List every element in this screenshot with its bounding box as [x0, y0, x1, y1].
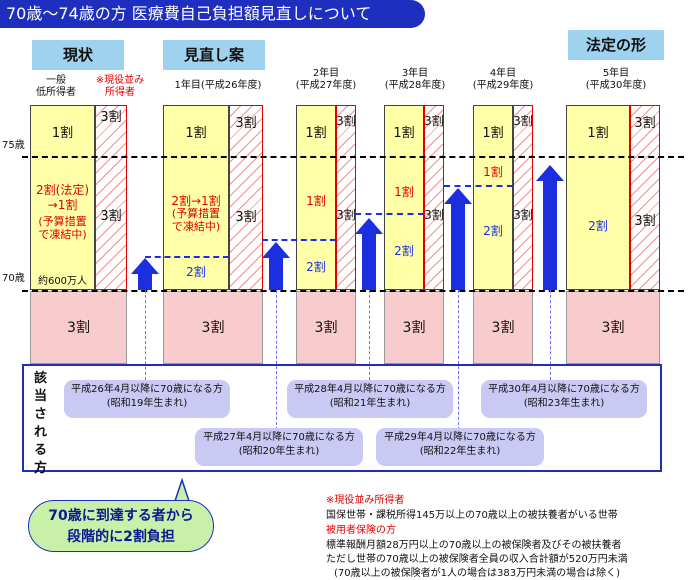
up-arrow-2	[262, 242, 290, 290]
threshold-line-2	[262, 239, 336, 241]
y3-new-rate: 2割	[394, 244, 414, 258]
y1-active-box	[229, 105, 263, 290]
eligible-bubble-1: 平成26年4月以降に70歳になる方 (昭和19年生まれ)	[64, 380, 230, 418]
year-label-2: 2年目 (平成27年度)	[295, 68, 357, 91]
y3-active-rate-mid: 3割	[424, 208, 444, 222]
current-under70-box: 3割	[30, 291, 127, 364]
y1-upper-rate: 1割	[185, 126, 207, 141]
eligible-bubble-4: 平成29年4月以降に70歳になる方 (昭和22年生まれ)	[376, 428, 544, 466]
year-label-4: 4年目 (平成29年度)	[472, 68, 534, 91]
y5-general-box	[566, 105, 630, 290]
y2-general-box	[296, 105, 336, 290]
y3-active-box	[424, 105, 444, 290]
up-arrow-4	[444, 188, 472, 290]
year-label-3: 3年目 (平成28年度)	[384, 68, 446, 91]
y3-general-box	[384, 105, 424, 290]
y1-active-rate-mid: 3割	[235, 210, 257, 225]
y5-active-box	[630, 105, 660, 290]
y3-mid-rate: 1割	[394, 185, 414, 199]
current-freeze-note: (予算措置 で凍結中)	[38, 215, 87, 241]
y4-upper-rate: 1割	[482, 126, 504, 141]
current-upper-rate: 1割	[51, 126, 74, 141]
y5-upper-rate: 1割	[587, 126, 609, 141]
y2-under70-box: 3割	[296, 291, 356, 364]
label-note: ※現役並み 所得者	[95, 75, 145, 98]
connector-5	[550, 290, 551, 380]
note-line-1: 国保世帯・課税所得145万以上の70歳以上の被扶養者がいる世帯	[326, 510, 618, 521]
up-arrow-3	[355, 218, 383, 290]
note-line-3: ただし世帯の70歳以上の被保険者全員の収入合計額が520万円未満	[326, 554, 628, 565]
y4-active-rate-mid: 3割	[513, 208, 533, 222]
page-title: 70歳〜74歳の方 医療費自己負担額見直しについて	[0, 0, 425, 28]
y2-new-rate: 2割	[306, 260, 326, 274]
current-mid-rate: 2割(法定) →1割	[36, 183, 89, 212]
connector-4	[458, 290, 459, 435]
y1-new-rate: 2割	[186, 265, 206, 279]
y3-upper-rate: 1割	[393, 126, 415, 141]
age-70-label: 70歳	[2, 273, 25, 284]
note-line-2: 標準報酬月額28万円以上の70歳以上の被保険者及びその被扶養者	[326, 540, 622, 551]
up-arrow-1	[131, 258, 159, 290]
year-label-5: 5年目 (平成30年度)	[585, 68, 647, 91]
y5-under70-box: 3割	[566, 291, 660, 364]
y4-new-rate: 2割	[483, 224, 503, 238]
age-75-label: 75歳	[2, 140, 25, 151]
eligible-label: 該当される方	[34, 371, 48, 476]
y5-new-rate: 2割	[588, 219, 608, 233]
y2-active-box	[336, 105, 356, 290]
threshold-line-4	[444, 185, 513, 187]
up-arrow-5	[536, 165, 564, 290]
eligible-bubble-3: 平成28年4月以降に70歳になる方 (昭和21年生まれ)	[287, 380, 453, 418]
eligible-bubble-5: 平成30年4月以降に70歳になる方 (昭和23年生まれ)	[481, 380, 647, 418]
y2-active-rate-top: 3割	[336, 114, 356, 128]
current-active-rate-mid: 3割	[100, 209, 122, 224]
current-population: 約600万人	[37, 276, 88, 287]
y1-freeze-note: (予算措置 で凍結中)	[171, 207, 221, 233]
y4-mid-rate: 1割	[483, 165, 503, 179]
age-70-line	[22, 290, 684, 292]
threshold-line-1	[145, 256, 229, 258]
y4-under70-box: 3割	[473, 291, 533, 364]
note-heading-2: 被用者保険の方	[326, 525, 396, 536]
y2-active-rate-mid: 3割	[336, 208, 356, 222]
y2-mid-rate: 1割	[306, 194, 326, 208]
header-proposal: 見直し案	[163, 40, 265, 70]
label-general: 一般 低所得者	[36, 75, 76, 98]
connector-3	[369, 290, 370, 380]
y2-upper-rate: 1割	[305, 126, 327, 141]
y5-active-rate-top: 3割	[634, 116, 656, 131]
current-active-rate-top: 3割	[100, 110, 122, 125]
y3-under70-box: 3割	[384, 291, 444, 364]
eligible-section	[22, 364, 662, 472]
y1-active-rate-top: 3割	[235, 116, 257, 131]
y5-active-rate-mid: 3割	[634, 214, 656, 229]
connector-1	[145, 290, 146, 380]
header-legal: 法定の形	[568, 30, 664, 60]
eligible-bubble-2: 平成27年4月以降に70歳になる方 (昭和20年生まれ)	[195, 428, 363, 466]
y1-mid-rate: 2割→1割	[171, 194, 221, 208]
callout-box: 70歳に到達する者から 段階的に2割負担	[28, 500, 214, 552]
age-75-line	[22, 156, 684, 158]
note-heading-1: ※現役並み所得者	[326, 495, 405, 506]
header-current: 現状	[32, 40, 124, 70]
callout-pointer	[173, 478, 191, 504]
note-line-4: (70歳以上の被保険者が1人の場合は383万円未満の場合は除く)	[334, 568, 620, 579]
year-label-1: 1年目(平成26年度)	[174, 80, 262, 91]
y1-general-box	[163, 105, 229, 290]
current-active-box	[95, 105, 127, 290]
y4-general-box	[473, 105, 513, 290]
y1-under70-box: 3割	[163, 291, 263, 364]
y4-active-rate-top: 3割	[513, 114, 533, 128]
current-general-box	[30, 105, 95, 290]
y3-active-rate-top: 3割	[424, 114, 444, 128]
threshold-line-3	[355, 213, 424, 215]
connector-2	[276, 290, 277, 435]
y4-active-box	[513, 105, 533, 290]
